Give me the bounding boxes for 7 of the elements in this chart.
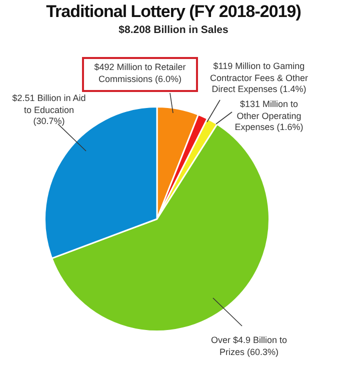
slice-label: Over $4.9 Billion to Prizes (60.3%) [210, 335, 288, 358]
slice-label: $492 Million to Retailer Commissions (6.0%) [93, 62, 187, 85]
slice-label: $131 Million to Other Operating Expenses (1.6%) [234, 99, 304, 134]
chart-subtitle: $8.208 Billion in Sales [118, 24, 230, 36]
slice-label: $2.51 Billion in Aid to Education (30.7%) [11, 93, 87, 128]
chart-title: Traditional Lottery (FY 2018-2019) [45, 2, 302, 22]
slice-label: $119 Million to Gaming Contractor Fees & Other Direct Expenses (1.4%) [208, 61, 310, 96]
